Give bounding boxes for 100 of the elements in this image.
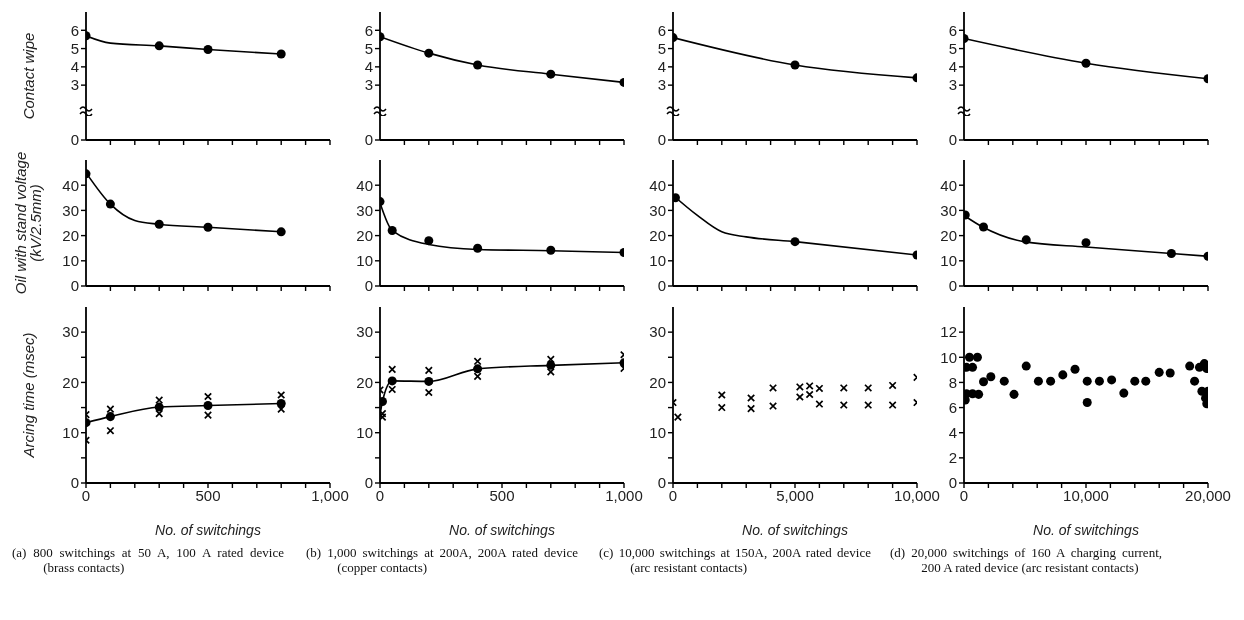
y-tick-label: 40 <box>649 176 666 194</box>
x-tick-label: 20,000 <box>1185 486 1231 504</box>
point <box>1033 376 1043 386</box>
text: (a) 800 switchings at 50 A, 100 A rated device (brass contacts) <box>12 545 284 575</box>
point <box>1119 388 1129 398</box>
point <box>277 405 286 414</box>
point <box>424 366 433 375</box>
y-tick-label: 5 <box>948 39 957 57</box>
point <box>1107 375 1117 385</box>
point <box>968 362 978 372</box>
point <box>815 400 824 409</box>
y-tick-label: 3 <box>70 76 79 94</box>
point <box>424 376 434 386</box>
point <box>473 357 482 366</box>
y-tick-label: 3 <box>364 76 373 94</box>
y-tick-label: 2 <box>948 449 957 467</box>
point <box>1165 368 1175 378</box>
point <box>1081 238 1091 248</box>
y-tick-label: 0 <box>70 131 79 149</box>
point <box>277 390 286 400</box>
point <box>972 352 982 362</box>
point <box>768 383 778 393</box>
point <box>105 412 115 422</box>
point <box>815 384 824 393</box>
point <box>717 390 726 400</box>
point <box>1082 398 1092 408</box>
y-tick-label: 20 <box>940 226 957 244</box>
point <box>1190 376 1200 386</box>
point <box>1130 376 1140 386</box>
point <box>1154 367 1164 377</box>
y-tick-label: 4 <box>70 58 79 76</box>
point <box>473 60 483 70</box>
x-axis-title: No. of switchings <box>742 522 848 538</box>
y-tick-label: 4 <box>657 58 666 76</box>
point <box>964 352 974 362</box>
y-tick-label: 0 <box>657 277 666 295</box>
point <box>424 236 434 246</box>
y-tick-label: 0 <box>948 131 957 149</box>
x-axis-title: No. of switchings <box>155 522 261 538</box>
point <box>105 199 115 209</box>
point <box>546 69 556 79</box>
point <box>1141 376 1151 386</box>
point <box>1094 376 1104 386</box>
point <box>203 401 213 411</box>
point <box>424 48 434 58</box>
point <box>106 405 115 414</box>
y-tick-label: 10 <box>649 424 666 442</box>
y-tick-label: 30 <box>649 201 666 219</box>
point <box>839 401 848 410</box>
y-tick-label: 10 <box>62 252 79 270</box>
y-tick-label: 3 <box>948 76 957 94</box>
y-tick-label: 8 <box>948 373 957 391</box>
point <box>864 401 873 410</box>
x-tick-label: 0 <box>668 486 678 504</box>
point <box>106 426 115 435</box>
point <box>1058 370 1068 380</box>
y-tick-label: 10 <box>649 252 666 270</box>
point <box>387 376 397 386</box>
y-tick-label: 0 <box>364 131 373 149</box>
x-tick-label: 500 <box>195 486 221 504</box>
y-tick-label: 3 <box>657 76 666 94</box>
point <box>717 403 726 412</box>
point <box>473 243 483 253</box>
x-tick-label: 500 <box>489 486 515 504</box>
y-tick-label: 0 <box>948 277 957 295</box>
point <box>1070 364 1080 374</box>
point <box>1166 248 1176 258</box>
y-tick-label: 30 <box>356 323 373 341</box>
point <box>473 364 483 374</box>
text: (c) 10,000 switchings at 150A, 200A rated device (arc resistant contacts) <box>599 545 871 575</box>
point <box>999 376 1009 386</box>
y-tick-label: 30 <box>649 323 666 341</box>
y-tick-label: 0 <box>70 474 79 492</box>
point <box>747 404 756 413</box>
y-tick-label: 0 <box>364 277 373 295</box>
point <box>155 409 164 418</box>
point <box>888 381 897 390</box>
point <box>1185 361 1195 371</box>
point <box>673 193 680 203</box>
y-tick-label: 10 <box>356 424 373 442</box>
x-tick-label: 0 <box>375 486 385 504</box>
point <box>974 389 984 399</box>
y-axis-title: Arcing time (msec) <box>19 332 37 458</box>
text: (b) 1,000 switchings at 200A, 200A rated device (copper contacts) <box>306 545 578 575</box>
point <box>388 365 397 374</box>
y-tick-label: 30 <box>62 323 79 341</box>
y-tick-label: 40 <box>940 176 957 194</box>
text: (d) 20,000 switchings of 160 A charging current, 200 A rated device (arc resistant contacts) <box>890 545 1162 575</box>
point <box>203 411 213 420</box>
y-tick-label: 30 <box>356 201 373 219</box>
y-tick-label: 0 <box>364 474 373 492</box>
point <box>979 377 989 387</box>
point <box>839 383 848 393</box>
y-tick-label: 40 <box>62 176 79 194</box>
point <box>154 402 164 412</box>
point <box>1021 235 1031 245</box>
y-tick-label: 0 <box>948 474 957 492</box>
y-tick-label: 20 <box>356 373 373 391</box>
y-tick-label: 20 <box>356 226 373 244</box>
y-tick-label: 6 <box>657 21 666 39</box>
